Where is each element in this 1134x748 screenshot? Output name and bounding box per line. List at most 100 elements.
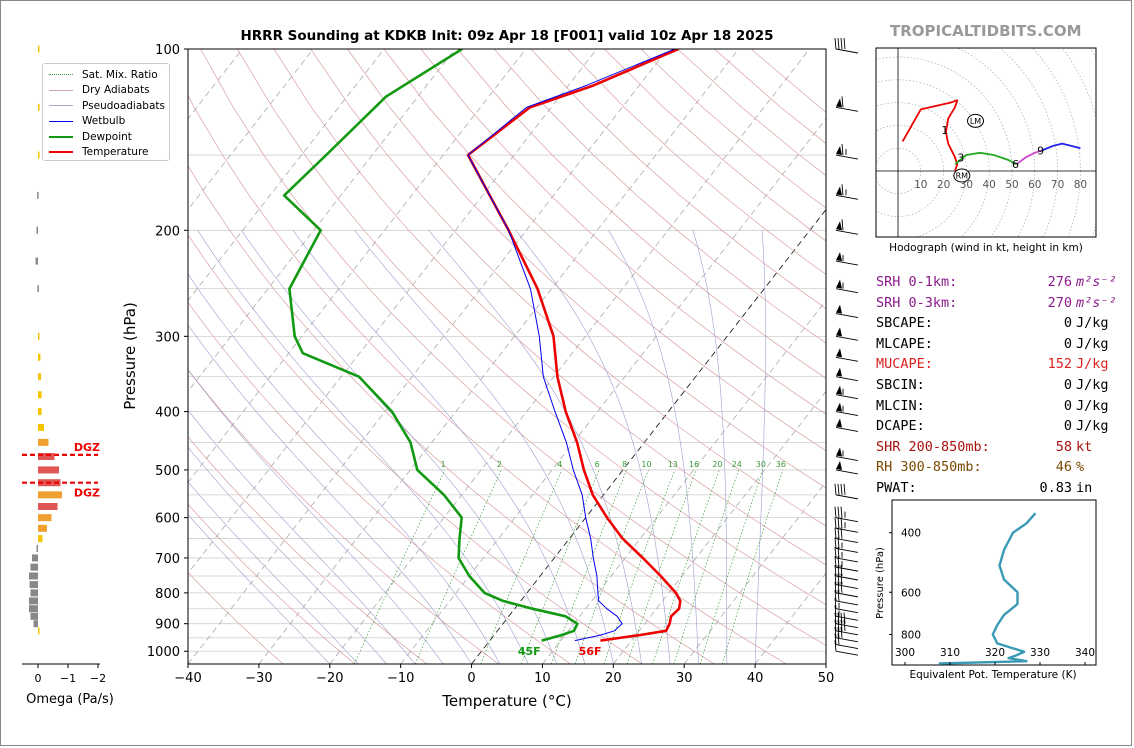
dry-adiabat (188, 165, 715, 664)
pseudoadiabat (292, 230, 586, 664)
barb-staff (835, 154, 859, 160)
legend-entry: Pseudoadiabats (49, 98, 165, 113)
legend-swatch (49, 151, 73, 153)
barb-staff (835, 335, 859, 341)
legend-entry: Temperature (49, 145, 149, 160)
hodo-ring-label: 60 (1028, 179, 1041, 191)
omega-bar (37, 191, 39, 199)
wind-barb (835, 367, 859, 382)
barb-staff (835, 469, 859, 475)
legend-label: Sat. Mix. Ratio (82, 68, 158, 81)
thetae-y-tick-label: 800 (901, 629, 921, 641)
chart-legend: Sat. Mix. Ratio Dry Adiabats Pseudoadiabat… (42, 63, 170, 161)
barb-staff (835, 547, 859, 553)
barb-feather (837, 626, 840, 638)
barb-feather (840, 37, 843, 50)
dry-adiabat (347, 49, 826, 489)
param-row: SHR 200-850mb: 58 kt (876, 437, 1117, 458)
barb-feather (834, 612, 837, 624)
barb-feather (837, 37, 840, 50)
hodo-height-label: 9 (1037, 144, 1044, 157)
barb-feather (837, 546, 840, 558)
legend-swatch (49, 135, 73, 138)
wind-barb (834, 597, 859, 614)
barb-staff (835, 644, 859, 650)
barb-staff (835, 48, 859, 54)
thetae-ylabel: Pressure (hPa) (875, 547, 886, 619)
dry-adiabat (188, 503, 356, 664)
barb-feather (840, 506, 843, 518)
barb-feather (837, 517, 840, 529)
param-label: DCAPE: (876, 418, 925, 435)
wind-barb (834, 564, 859, 581)
mixing-ratio-label: 20 (712, 460, 722, 469)
barb-staff (835, 494, 859, 500)
barb-flag (836, 367, 842, 377)
omega-bar (38, 503, 58, 511)
thetae-x-tick-label: 340 (1075, 647, 1095, 659)
barb-feather (840, 581, 843, 593)
x-tick-label: −30 (245, 671, 272, 686)
wind-barb (835, 348, 859, 362)
legend-entry: Dewpoint (49, 129, 132, 144)
dry-adiabat (200, 49, 826, 646)
y-tick-label: 200 (155, 224, 180, 239)
omega-bar (32, 554, 38, 562)
omega-bar (38, 151, 40, 159)
barb-staff (835, 106, 859, 112)
omega-bar (29, 581, 38, 589)
chart-title: HRRR Sounding at KDKB Init: 09z Apr 18 [… (240, 28, 773, 44)
barb-staff (835, 575, 859, 581)
param-unit: J/kg (1076, 356, 1109, 373)
hodograph-box (875, 47, 1097, 238)
omega-bar (38, 103, 40, 111)
barb-feather (837, 527, 840, 539)
barb-staff (835, 608, 859, 614)
barb-feather (834, 527, 837, 539)
mixing-ratio-label: 6 (595, 460, 600, 469)
dry-adiabat (188, 94, 787, 664)
wetbulb-profile (467, 49, 675, 642)
wind-barb (835, 279, 859, 294)
mixing-ratio-label: 13 (668, 460, 678, 469)
wind-barb (835, 460, 859, 475)
barb-flag (836, 98, 842, 108)
param-row: RH 300-850mb: 46% (876, 457, 1117, 478)
wind-barb (834, 619, 859, 636)
param-unit: J/kg (1076, 397, 1109, 414)
omega-bar (38, 466, 59, 474)
mixing-ratio-label: 30 (756, 460, 766, 469)
barb-staff (835, 288, 859, 294)
wind-barb (834, 37, 859, 54)
barb-feather (837, 506, 840, 518)
hodo-segment (1041, 142, 1081, 152)
barb-feather (837, 573, 840, 585)
omega-bar (38, 514, 52, 522)
barb-feather (837, 589, 840, 601)
barb-staff (835, 592, 859, 598)
omega-bar (38, 353, 41, 361)
hodo-segment (954, 151, 1018, 166)
param-row: SRH 0-1km: 276 m²s⁻² (876, 272, 1117, 293)
omega-bar (30, 563, 38, 571)
wind-barb (835, 385, 859, 400)
thetae-x-tick-label: 330 (1030, 647, 1050, 659)
hodo-segment (1016, 149, 1042, 165)
wind-barb (834, 640, 859, 656)
mixing-ratio-line (480, 469, 563, 664)
skewt-xlabel: Temperature (°C) (441, 692, 571, 710)
legend-swatch (49, 120, 73, 122)
storm-motion-label: RM (956, 172, 969, 181)
pseudoadiabat (188, 481, 359, 664)
barb-flag (836, 304, 842, 314)
omega-tick-label: −2 (90, 672, 106, 685)
omega-bar (38, 524, 47, 532)
mixing-ratio-line (414, 469, 502, 664)
x-tick-label: −20 (316, 671, 343, 686)
barb-feather (834, 546, 837, 558)
omega-bar (29, 597, 38, 605)
legend-label: Dry Adiabats (82, 84, 150, 96)
dgz-label: DGZ (74, 487, 100, 500)
omega-bar (38, 332, 40, 340)
